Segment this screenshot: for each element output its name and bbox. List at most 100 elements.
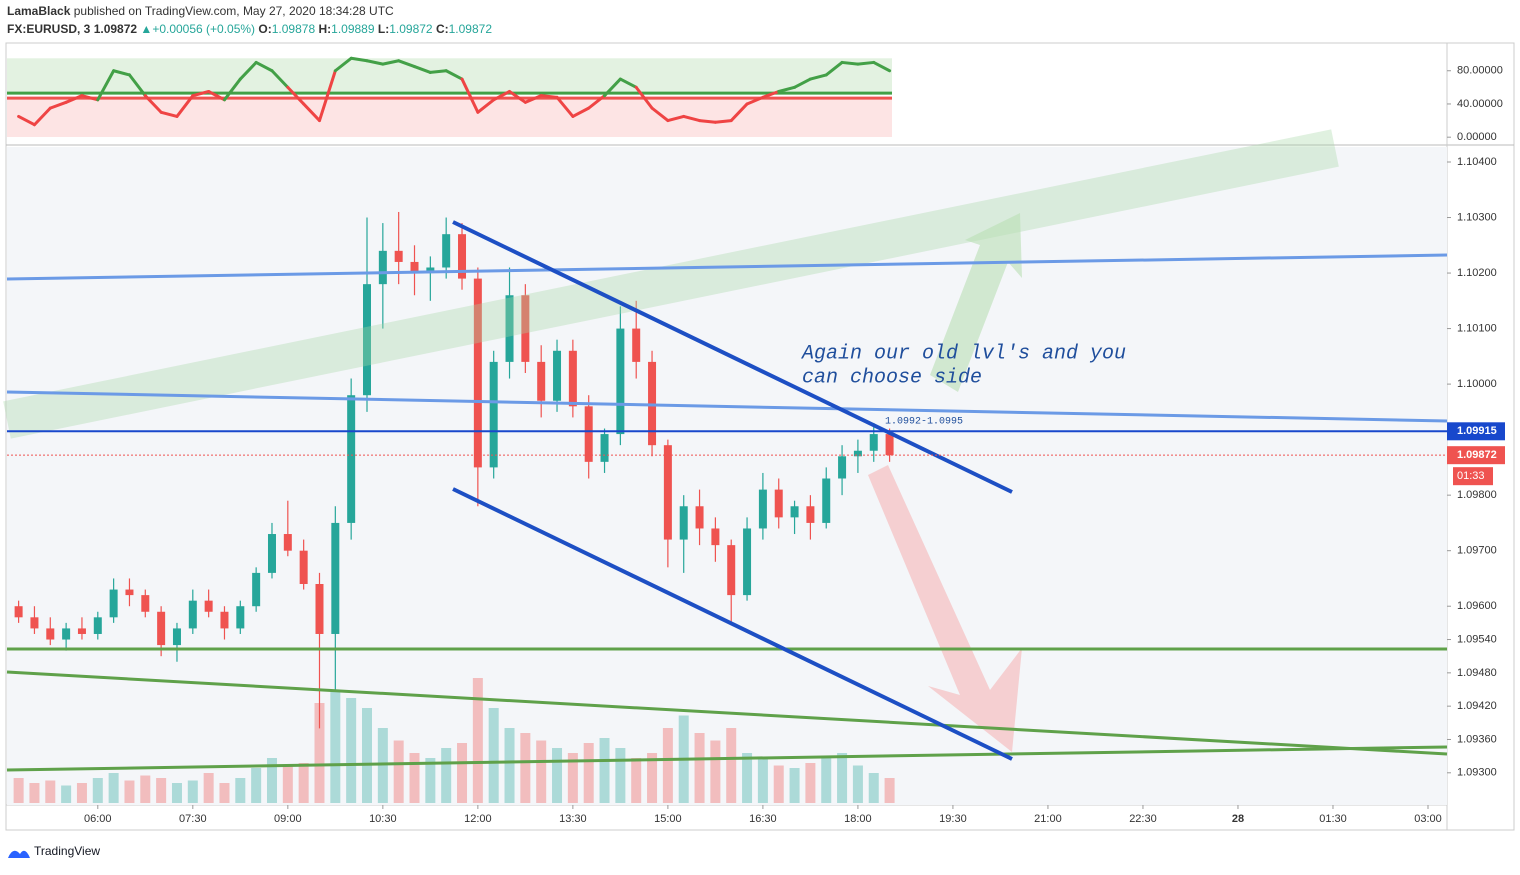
volume-bar: [694, 733, 705, 803]
candle-body: [568, 350, 577, 407]
oscillator-segment: [159, 110, 179, 118]
candle-body: [822, 478, 831, 523]
c-label: C:: [436, 22, 449, 36]
candle-body: [77, 628, 86, 634]
y-tick-label: 1.09420: [1457, 700, 1497, 712]
candle-body: [743, 528, 752, 596]
oscillator-segment: [238, 60, 258, 81]
oscillator-segment: [317, 69, 337, 123]
candle-body: [663, 445, 672, 540]
oscillator-segment: [840, 60, 860, 66]
oscillator-segment: [634, 85, 654, 110]
volume-bar: [631, 758, 642, 803]
volume-bar: [124, 780, 135, 803]
quote-line: FX:EURUSD, 3 1.09872 ▲+0.00056 (+0.05%) …: [7, 22, 492, 36]
volume-bar: [362, 708, 372, 803]
level-line: [6, 253, 1448, 281]
volume-bar: [156, 778, 167, 803]
l-value: 1.09872: [389, 22, 433, 36]
candle-body: [711, 528, 720, 546]
y-tick-label: 1.10200: [1457, 267, 1497, 279]
oscillator-segment: [413, 65, 432, 74]
candle-body: [394, 250, 403, 262]
candle-body: [521, 295, 530, 362]
volume-bar: [710, 740, 721, 803]
candle-body: [236, 606, 245, 629]
x-tick-label: 10:30: [369, 813, 397, 825]
oscillator-segment: [492, 90, 512, 102]
candle-body: [838, 456, 847, 479]
oscillator-segment: [64, 94, 84, 104]
volume-bar: [377, 728, 388, 803]
x-tick-label: 07:30: [179, 813, 207, 825]
volume-bar: [567, 753, 578, 803]
oscillator-segment: [872, 60, 892, 73]
volume-bar: [346, 698, 357, 803]
y-tick-label: 1.09800: [1457, 489, 1497, 501]
volume-bar: [884, 778, 895, 803]
volume-bar: [742, 753, 753, 803]
candle-body: [426, 267, 435, 274]
channel-line: [452, 220, 1013, 494]
countdown: 01:33: [1457, 470, 1485, 482]
oscillator-segment: [698, 119, 717, 124]
volume-bar: [330, 690, 341, 803]
c-value: 1.09872: [449, 22, 493, 36]
candle-body: [30, 617, 39, 629]
candle-body: [473, 278, 482, 468]
volume-bar: [441, 748, 452, 803]
volume-bar: [171, 783, 182, 803]
oscillator-segment: [302, 102, 321, 123]
oscillator-segment: [207, 90, 226, 102]
o-value: 1.09878: [272, 22, 316, 36]
volume-bar: [13, 778, 24, 803]
oscillator-segment: [808, 73, 828, 81]
y-tick-label: 1.09700: [1457, 545, 1497, 557]
oscillator-segment: [618, 77, 638, 89]
footer-logo: TradingView: [8, 844, 100, 858]
y-tick-label: 1.09300: [1457, 767, 1497, 779]
oscillator-segment: [397, 59, 417, 69]
upper-zone: [7, 58, 892, 94]
candle-body: [220, 611, 229, 629]
volume-bar: [488, 708, 499, 803]
oscillator-segment: [761, 90, 781, 99]
volume-bar: [583, 743, 594, 803]
candle-body: [267, 534, 276, 573]
oscillator-segment: [333, 56, 353, 73]
candle-body: [46, 628, 55, 640]
main-pane: [7, 147, 1447, 805]
x-tick-label: 18:00: [844, 813, 872, 825]
x-tick-label: 15:00: [654, 813, 682, 825]
oscillator-segment: [713, 119, 733, 124]
candle-body: [616, 328, 625, 435]
o-label: O:: [258, 22, 271, 36]
candle-body: [331, 522, 340, 634]
volume-bar: [140, 775, 151, 803]
candle-body: [553, 350, 562, 401]
oscillator-segment: [508, 90, 527, 104]
oscillator-segment: [729, 102, 749, 123]
candle-body: [378, 250, 387, 285]
drawings: [3, 129, 1448, 772]
x-tick-label: 19:30: [939, 813, 967, 825]
candle-body: [727, 545, 736, 596]
annotation: can choose side: [802, 366, 982, 389]
volume-bar: [457, 743, 468, 803]
logo-icon: [8, 850, 30, 858]
volume-bar: [29, 783, 40, 803]
oscillator-segment: [127, 73, 147, 98]
oscillator-segment: [444, 69, 464, 81]
candle-body: [125, 589, 134, 596]
oscillator-segment: [824, 60, 844, 77]
volume-bar: [647, 753, 658, 803]
volume-bar: [789, 768, 800, 803]
candle-body: [363, 284, 371, 396]
lower-zone: [7, 98, 892, 137]
volume-bar: [187, 780, 198, 803]
oscillator-segment: [286, 85, 306, 106]
brand: TradingView: [34, 844, 100, 858]
candle-body: [14, 606, 23, 618]
oscillator-segment: [650, 106, 670, 123]
